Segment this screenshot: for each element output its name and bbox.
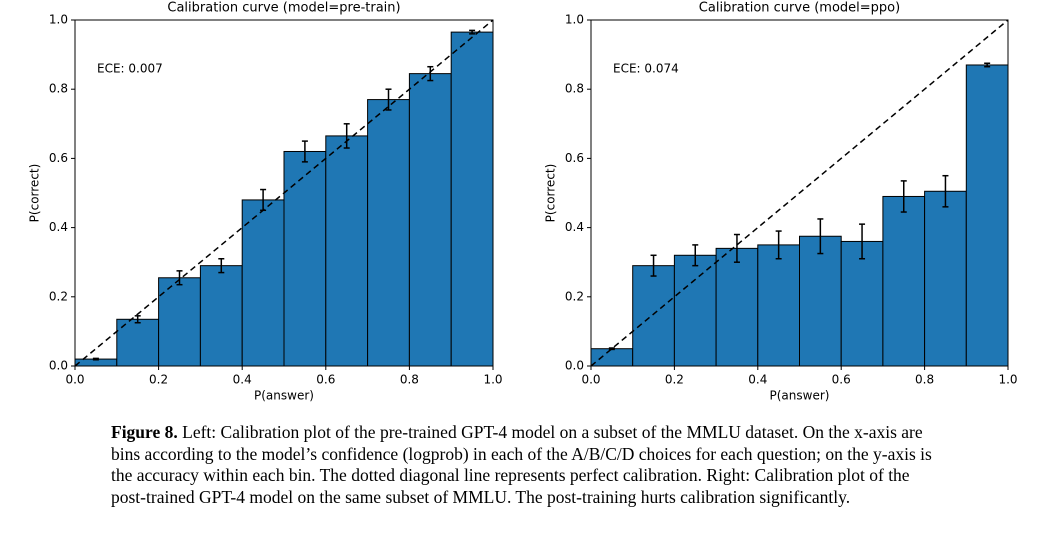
bar — [367, 99, 410, 367]
bar — [199, 265, 243, 367]
error-bar — [385, 88, 392, 111]
y-axis-label: P(correct) — [28, 164, 42, 223]
annotation: ECE: 0.074 — [613, 62, 679, 76]
diagonal — [590, 19, 1009, 367]
bar — [799, 235, 842, 367]
x-axis-label: P(answer) — [770, 389, 830, 403]
y-tick-label: 0.0 — [49, 359, 68, 373]
bar — [840, 240, 884, 367]
plot-frame — [74, 19, 494, 367]
error-bar — [817, 218, 824, 255]
error-bar — [692, 244, 699, 267]
bar — [241, 199, 285, 367]
bar — [715, 247, 759, 367]
bar — [882, 195, 926, 367]
error-bar — [900, 180, 907, 213]
bar — [757, 244, 800, 367]
x-tick-label: 0.2 — [665, 373, 684, 387]
x-tick-label: 0.2 — [149, 373, 168, 387]
bar — [632, 265, 675, 367]
y-tick-label: 0.2 — [565, 289, 584, 303]
bar — [408, 73, 452, 367]
x-axis-label: P(answer) — [254, 389, 314, 403]
error-bar — [134, 315, 141, 324]
x-tick-label: 0.4 — [233, 373, 252, 387]
y-tick-label: 0.2 — [49, 289, 68, 303]
error-bar — [775, 230, 782, 260]
error-bar — [469, 29, 476, 35]
y-tick-label: 0.8 — [49, 82, 68, 96]
y-tick-label: 0.4 — [49, 220, 68, 234]
y-tick-label: 1.0 — [49, 13, 68, 27]
y-tick-label: 0.8 — [565, 82, 584, 96]
x-tick-label: 0.0 — [581, 373, 600, 387]
bar — [450, 31, 494, 367]
error-bar — [733, 233, 740, 263]
bar — [673, 254, 717, 367]
bar — [158, 277, 201, 367]
chart-title: Calibration curve (model=ppo) — [699, 1, 900, 16]
error-bar — [942, 174, 949, 208]
bar — [590, 348, 634, 367]
x-tick-label: 0.0 — [65, 373, 84, 387]
diagonal — [74, 19, 494, 367]
y-tick-label: 0.6 — [49, 151, 68, 165]
error-bar — [176, 270, 183, 286]
caption-label: Figure 8. — [111, 422, 178, 442]
bar — [283, 150, 327, 367]
x-tick-label: 0.6 — [316, 373, 335, 387]
bar — [924, 190, 967, 367]
y-tick-label: 0.4 — [565, 220, 584, 234]
x-tick-label: 0.6 — [832, 373, 851, 387]
x-tick-label: 1.0 — [483, 373, 502, 387]
y-tick-label: 0.6 — [565, 151, 584, 165]
x-tick-label: 0.8 — [915, 373, 934, 387]
plot-frame — [590, 19, 1009, 367]
x-tick-label: 0.4 — [748, 373, 767, 387]
caption-text: Left: Calibration plot of the pre-traine… — [111, 422, 932, 507]
y-tick-label: 0.0 — [565, 359, 584, 373]
bar — [325, 135, 369, 367]
y-tick-label: 1.0 — [565, 13, 584, 27]
error-bar — [650, 254, 657, 277]
error-bar — [218, 257, 225, 274]
bar — [965, 64, 1009, 367]
x-tick-label: 0.8 — [400, 373, 419, 387]
error-bar — [92, 357, 99, 361]
error-bar — [984, 62, 991, 68]
error-bar — [859, 223, 866, 260]
y-axis-label: P(correct) — [544, 164, 558, 223]
chart-title: Calibration curve (model=pre-train) — [167, 1, 400, 16]
error-bar — [343, 123, 350, 149]
figure: Calibration curve (model=pre-train)0.0 0.… — [28, 1, 1018, 403]
caption: Figure 8. Left: Calibration plot of the … — [111, 422, 941, 508]
x-tick-label: 1.0 — [998, 373, 1017, 387]
annotation: ECE: 0.007 — [97, 62, 163, 76]
error-bar — [427, 65, 434, 82]
error-bar — [301, 140, 308, 163]
